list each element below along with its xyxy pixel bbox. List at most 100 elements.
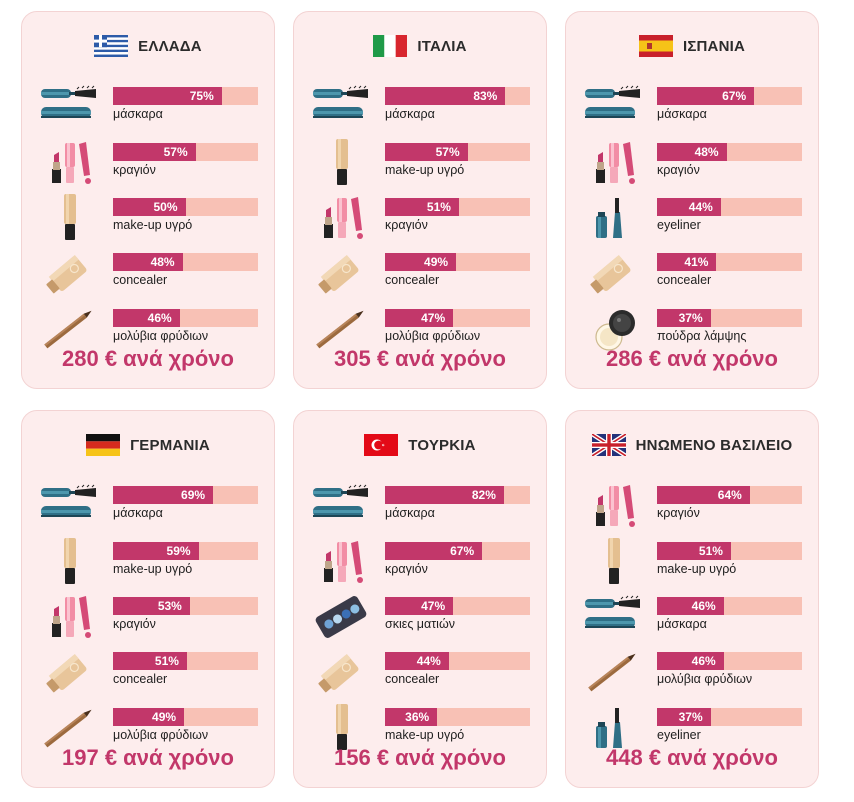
bar-track: 49% [385, 253, 530, 271]
data-label: 83% [473, 89, 498, 103]
category-label: κραγιόν [385, 218, 428, 232]
bar-track: 67% [385, 542, 530, 560]
data-label: 48% [694, 145, 719, 159]
bar: 67% [385, 542, 483, 560]
data-label: 67% [722, 89, 747, 103]
bar: 48% [113, 253, 183, 271]
data-label: 48% [150, 255, 175, 269]
product-row: 47% σκιες ματιών [294, 596, 548, 652]
product-row: 44% eyeliner [566, 198, 820, 253]
bar: 46% [657, 597, 724, 615]
bar-track: 83% [385, 87, 530, 105]
data-label: 51% [154, 654, 179, 668]
bar-track: 48% [113, 253, 258, 271]
bar: 47% [385, 597, 454, 615]
product-row: 53% κραγιόν [22, 596, 276, 652]
product-row: 44% concealer [294, 652, 548, 707]
flag-uk [591, 434, 626, 456]
bar-track: 57% [113, 143, 258, 161]
brow-pencil-icon [38, 305, 100, 353]
annual-spend: 197 € ανά χρόνο [62, 745, 234, 770]
lipstick-icon [582, 482, 644, 530]
category-label: μάσκαρα [113, 107, 163, 121]
data-label: 44% [688, 200, 713, 214]
foundation-icon [38, 194, 100, 242]
category-label: μολύβια φρύδιων [385, 329, 481, 343]
country-card: ΕΛΛΑΔΑ 75% μάσκαρα 57% κραγιόν 50% make-up [21, 11, 275, 389]
card-header: ΕΛΛΑΔΑ [22, 32, 274, 60]
brow-pencil-icon [310, 305, 372, 353]
product-row: 57% make-up υγρό [294, 139, 548, 198]
data-label: 69% [181, 488, 206, 502]
eyeshadow-icon [310, 593, 372, 641]
category-label: πούδρα λάμψης [657, 329, 747, 343]
product-row: 57% κραγιόν [22, 142, 276, 198]
card-header: ΗΝΩΜΕΝΟ ΒΑΣΙΛΕΙΟ [566, 431, 818, 459]
country-card: ΙΤΑΛΙΑ 83% μάσκαρα 57% make-up υγρό 51% κρα [293, 11, 547, 389]
flag-greece [94, 35, 129, 57]
bar-track: 69% [113, 486, 258, 504]
bar-track: 51% [385, 198, 530, 216]
mascara-icon [582, 593, 644, 641]
category-label: concealer [385, 672, 440, 686]
annual-spend: 156 € ανά χρόνο [334, 745, 506, 770]
bar: 51% [113, 652, 187, 670]
annual-spend: 448 € ανά χρόνο [606, 745, 778, 770]
category-label: make-up υγρό [113, 562, 193, 576]
bar-track: 37% [657, 708, 802, 726]
bar-track: 46% [657, 597, 802, 615]
data-label: 46% [691, 654, 716, 668]
lipstick-icon [38, 139, 100, 187]
country-name: ΓΕΡΜΑΝΙΑ [130, 436, 210, 454]
foundation-icon [310, 139, 372, 187]
data-label: 47% [421, 311, 446, 325]
country-name: ΤΟΥΡΚΙΑ [408, 436, 476, 454]
category-label: κραγιόν [385, 562, 428, 576]
category-label: eyeliner [657, 728, 701, 742]
mascara-icon [310, 83, 372, 131]
bar: 37% [657, 309, 711, 327]
product-row: 75% μάσκαρα [22, 85, 276, 142]
flag-germany [86, 434, 121, 456]
product-row: 46% μολύβια φρύδιων [22, 309, 276, 364]
annual-spend: 280 € ανά χρόνο [62, 346, 234, 371]
card-header: ΤΟΥΡΚΙΑ [294, 431, 546, 459]
foundation-icon [582, 538, 644, 586]
product-row: 48% concealer [22, 253, 276, 308]
product-row: 47% μολύβια φρύδιων [294, 309, 548, 364]
bar-track: 41% [657, 253, 802, 271]
concealer-icon [38, 648, 100, 696]
annual-spend: 305 € ανά χρόνο [334, 346, 506, 371]
bar-track: 57% [385, 143, 530, 161]
category-label: μάσκαρα [385, 506, 435, 520]
lipstick-icon [310, 194, 372, 242]
data-label: 37% [678, 311, 703, 325]
country-name: ΕΛΛΑΔΑ [138, 37, 202, 55]
bar-track: 53% [113, 597, 258, 615]
bar-track: 51% [113, 652, 258, 670]
bar-track: 48% [657, 143, 802, 161]
bar-track: 47% [385, 597, 530, 615]
product-row: 49% μολύβια φρύδιων [22, 708, 276, 763]
data-label: 50% [153, 200, 178, 214]
mascara-icon [582, 83, 644, 131]
product-row: 69% μάσκαρα [22, 484, 276, 541]
category-label: κραγιόν [113, 617, 156, 631]
bar: 50% [113, 198, 186, 216]
lipstick-icon [38, 593, 100, 641]
product-row: 64% κραγιόν [566, 485, 820, 541]
data-label: 57% [435, 145, 460, 159]
bar: 51% [657, 542, 731, 560]
foundation-icon [310, 704, 372, 752]
category-label: μάσκαρα [385, 107, 435, 121]
category-label: concealer [113, 672, 168, 686]
bar-track: 49% [113, 708, 258, 726]
concealer-icon [310, 249, 372, 297]
country-name: ΗΝΩΜΕΝΟ ΒΑΣΙΛΕΙΟ [635, 436, 793, 454]
brow-pencil-icon [582, 648, 644, 696]
bar: 57% [385, 143, 468, 161]
category-label: concealer [657, 273, 712, 287]
bar-track: 82% [385, 486, 530, 504]
bar: 64% [657, 486, 750, 504]
country-card: ΙΣΠΑΝΙΑ 67% μάσκαρα 48% κραγιόν [565, 11, 819, 389]
